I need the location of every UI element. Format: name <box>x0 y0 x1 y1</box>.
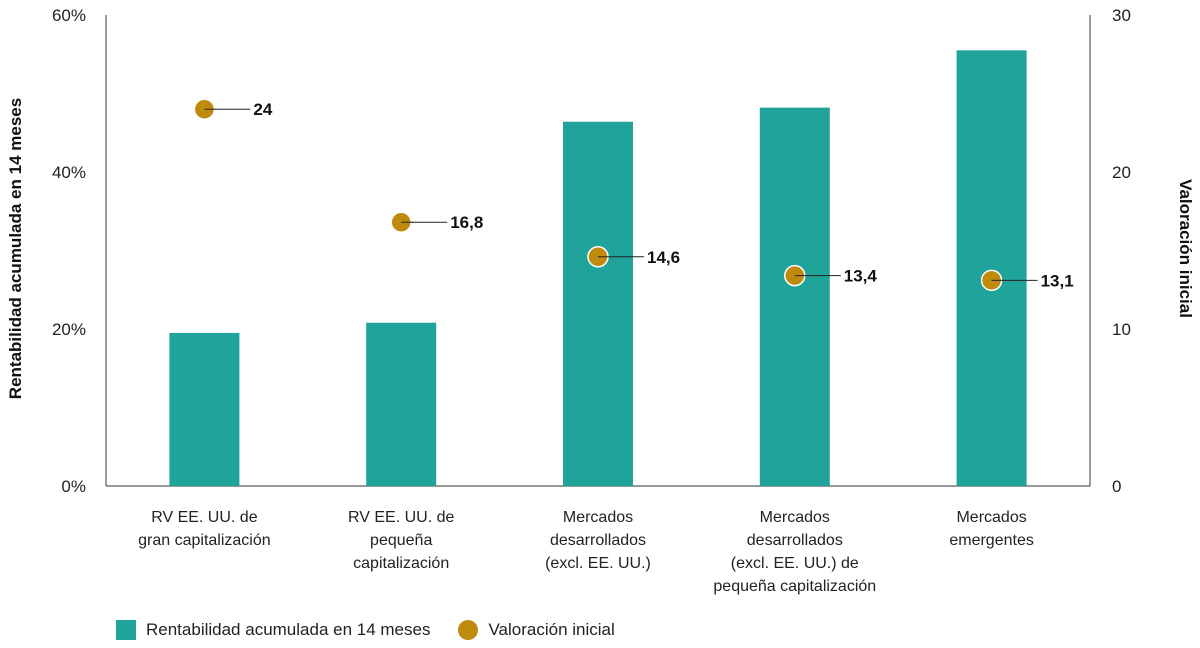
left-tick-label: 0% <box>61 477 86 496</box>
legend-bar-swatch <box>116 620 136 640</box>
category-label: (excl. EE. UU.) <box>545 555 651 572</box>
right-axis-title: Valoración inicial <box>1176 179 1195 318</box>
legend: Rentabilidad acumulada en 14 meses Valor… <box>116 620 615 640</box>
category-label: pequeña <box>370 532 432 549</box>
data-label: 13,1 <box>1041 271 1074 290</box>
category-label: pequeña capitalización <box>713 578 876 595</box>
legend-bar-label: Rentabilidad acumulada en 14 meses <box>146 620 431 639</box>
category-label: RV EE. UU. de <box>348 509 455 526</box>
legend-dot-label: Valoración inicial <box>488 620 615 639</box>
left-tick-label: 60% <box>52 6 86 25</box>
category-label: desarrollados <box>747 532 843 549</box>
right-tick-label: 30 <box>1112 6 1131 25</box>
bar <box>563 121 633 486</box>
chart: 0% 20% 40% 60% 0 10 20 30 Rentabilidad acumulada… <box>6 6 1195 595</box>
category-label: gran capitalización <box>138 532 271 549</box>
bar <box>169 332 240 486</box>
category-label: desarrollados <box>550 532 646 549</box>
data-label: 14,6 <box>647 248 680 267</box>
category-label: emergentes <box>949 532 1034 549</box>
right-tick-label: 0 <box>1112 477 1121 496</box>
bar <box>956 50 1027 486</box>
bar <box>759 107 830 486</box>
category-label: Mercados <box>563 509 633 526</box>
category-label: capitalización <box>353 555 449 572</box>
category-label: RV EE. UU. de <box>151 509 258 526</box>
right-tick-label: 10 <box>1112 320 1131 339</box>
bar <box>366 322 437 486</box>
data-label: 16,8 <box>450 213 483 232</box>
category-label: Mercados <box>956 509 1026 526</box>
left-axis-title: Rentabilidad acumulada en 14 meses <box>6 98 25 399</box>
data-label: 13,4 <box>844 267 878 286</box>
category-label: (excl. EE. UU.) de <box>731 555 859 572</box>
left-tick-label: 40% <box>52 163 86 182</box>
category-label: Mercados <box>760 509 830 526</box>
legend-dot-swatch <box>458 620 479 640</box>
right-tick-label: 20 <box>1112 163 1131 182</box>
data-label: 24 <box>253 100 272 119</box>
left-tick-label: 20% <box>52 320 86 339</box>
